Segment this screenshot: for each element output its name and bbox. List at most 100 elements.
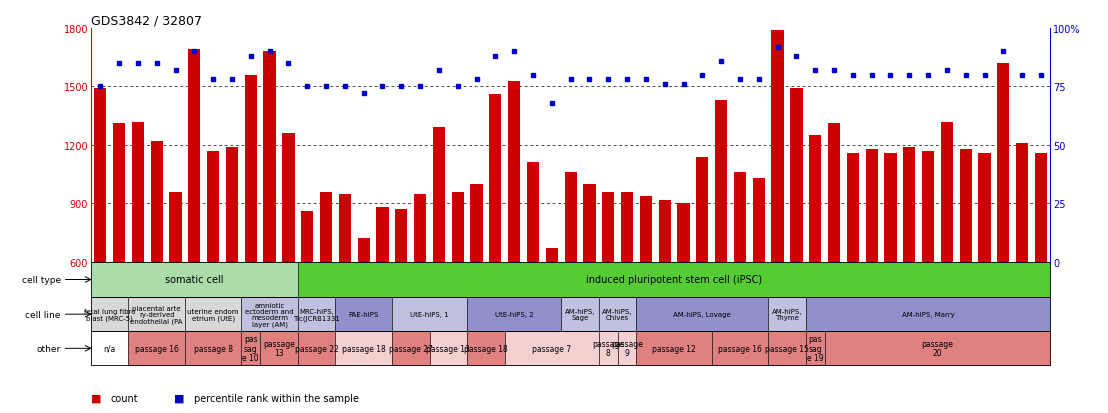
Bar	[790, 89, 802, 379]
Bar	[242, 297, 298, 331]
Text: amniotic
ectoderm and
mesoderm
layer (AM): amniotic ectoderm and mesoderm layer (AM…	[245, 302, 294, 327]
Bar	[824, 331, 1050, 366]
Text: cell line: cell line	[25, 310, 61, 319]
Text: n/a: n/a	[103, 344, 116, 353]
Bar	[188, 50, 201, 379]
Bar	[392, 297, 468, 331]
Bar	[132, 122, 144, 379]
Text: passage
20: passage 20	[922, 339, 954, 358]
Bar	[94, 89, 106, 379]
Bar	[358, 239, 370, 379]
Text: passage 18: passage 18	[341, 344, 386, 353]
Bar	[598, 331, 617, 366]
Text: passage 18: passage 18	[464, 344, 507, 353]
Text: AM-hiPS,
Sage: AM-hiPS, Sage	[565, 308, 595, 320]
Text: count: count	[111, 393, 138, 403]
Text: induced pluripotent stem cell (iPSC): induced pluripotent stem cell (iPSC)	[586, 275, 762, 285]
Text: passage 22: passage 22	[295, 344, 339, 353]
Bar	[471, 185, 483, 379]
Text: UtE-hiPS, 2: UtE-hiPS, 2	[495, 311, 533, 317]
Text: passage 16: passage 16	[135, 344, 178, 353]
Text: passage 16: passage 16	[718, 344, 762, 353]
Bar	[546, 249, 558, 379]
Bar	[602, 192, 614, 379]
Bar	[617, 331, 636, 366]
Bar	[151, 142, 163, 379]
Bar	[91, 297, 1050, 331]
Text: passage
13: passage 13	[263, 339, 295, 358]
Bar	[639, 196, 652, 379]
Text: ■: ■	[174, 393, 184, 403]
Bar	[562, 297, 598, 331]
Bar	[733, 173, 746, 379]
Text: cell type: cell type	[22, 275, 61, 284]
Text: passage 7: passage 7	[532, 344, 572, 353]
Bar	[768, 297, 806, 331]
Bar	[583, 185, 595, 379]
Bar	[847, 153, 859, 379]
Bar	[468, 331, 505, 366]
Bar	[997, 64, 1009, 379]
Bar	[298, 297, 336, 331]
Text: ■: ■	[91, 393, 101, 403]
Bar	[283, 134, 295, 379]
Bar	[527, 163, 540, 379]
Bar	[1016, 144, 1028, 379]
Text: GDS3842 / 32807: GDS3842 / 32807	[91, 15, 202, 28]
Bar	[396, 210, 408, 379]
Bar	[433, 128, 445, 379]
Bar	[711, 331, 768, 366]
Bar	[636, 297, 768, 331]
Bar	[91, 331, 1050, 366]
Text: AM-hiPS, Marry: AM-hiPS, Marry	[902, 311, 954, 317]
Bar	[809, 136, 821, 379]
Text: placental arte
ry-derived
endothelial (PA: placental arte ry-derived endothelial (P…	[131, 305, 183, 324]
Text: passage 15: passage 15	[765, 344, 809, 353]
Text: somatic cell: somatic cell	[165, 275, 224, 285]
Bar	[301, 212, 314, 379]
Bar	[922, 152, 934, 379]
Bar	[468, 297, 562, 331]
Text: fetal lung fibro
blast (MRC-5): fetal lung fibro blast (MRC-5)	[84, 308, 135, 321]
Text: percentile rank within the sample: percentile rank within the sample	[194, 393, 359, 403]
Bar	[806, 331, 824, 366]
Bar	[91, 297, 129, 331]
Text: passage 27: passage 27	[389, 344, 432, 353]
Text: uterine endom
etrium (UtE): uterine endom etrium (UtE)	[187, 308, 239, 321]
Text: pas
sag
e 10: pas sag e 10	[243, 335, 259, 362]
Bar	[91, 262, 298, 297]
Text: passage
9: passage 9	[612, 339, 643, 358]
Bar	[715, 101, 727, 379]
Bar	[452, 192, 464, 379]
Bar	[336, 331, 392, 366]
Bar	[242, 331, 260, 366]
Text: MRC-hiPS,
Tic(JCRB1331: MRC-hiPS, Tic(JCRB1331	[294, 308, 340, 321]
Bar	[941, 122, 953, 379]
Bar	[430, 331, 468, 366]
Bar	[752, 179, 765, 379]
Text: passage 8: passage 8	[194, 344, 233, 353]
Bar	[298, 331, 336, 366]
Bar	[865, 150, 878, 379]
Bar	[185, 331, 242, 366]
Bar	[636, 331, 711, 366]
Bar	[620, 192, 633, 379]
Bar	[264, 52, 276, 379]
Bar	[129, 297, 185, 331]
Text: passage 13: passage 13	[427, 344, 470, 353]
Bar	[298, 262, 1050, 297]
Bar	[91, 262, 1050, 297]
Bar	[490, 95, 502, 379]
Bar	[260, 331, 298, 366]
Bar	[505, 331, 598, 366]
Bar	[771, 31, 783, 379]
Text: UtE-hiPS, 1: UtE-hiPS, 1	[410, 311, 449, 317]
Bar	[207, 152, 219, 379]
Bar	[226, 147, 238, 379]
Bar	[828, 124, 840, 379]
Text: passage 12: passage 12	[653, 344, 696, 353]
Text: PAE-hiPS: PAE-hiPS	[349, 311, 379, 317]
Bar	[806, 297, 1050, 331]
Bar	[598, 297, 636, 331]
Bar	[320, 192, 332, 379]
